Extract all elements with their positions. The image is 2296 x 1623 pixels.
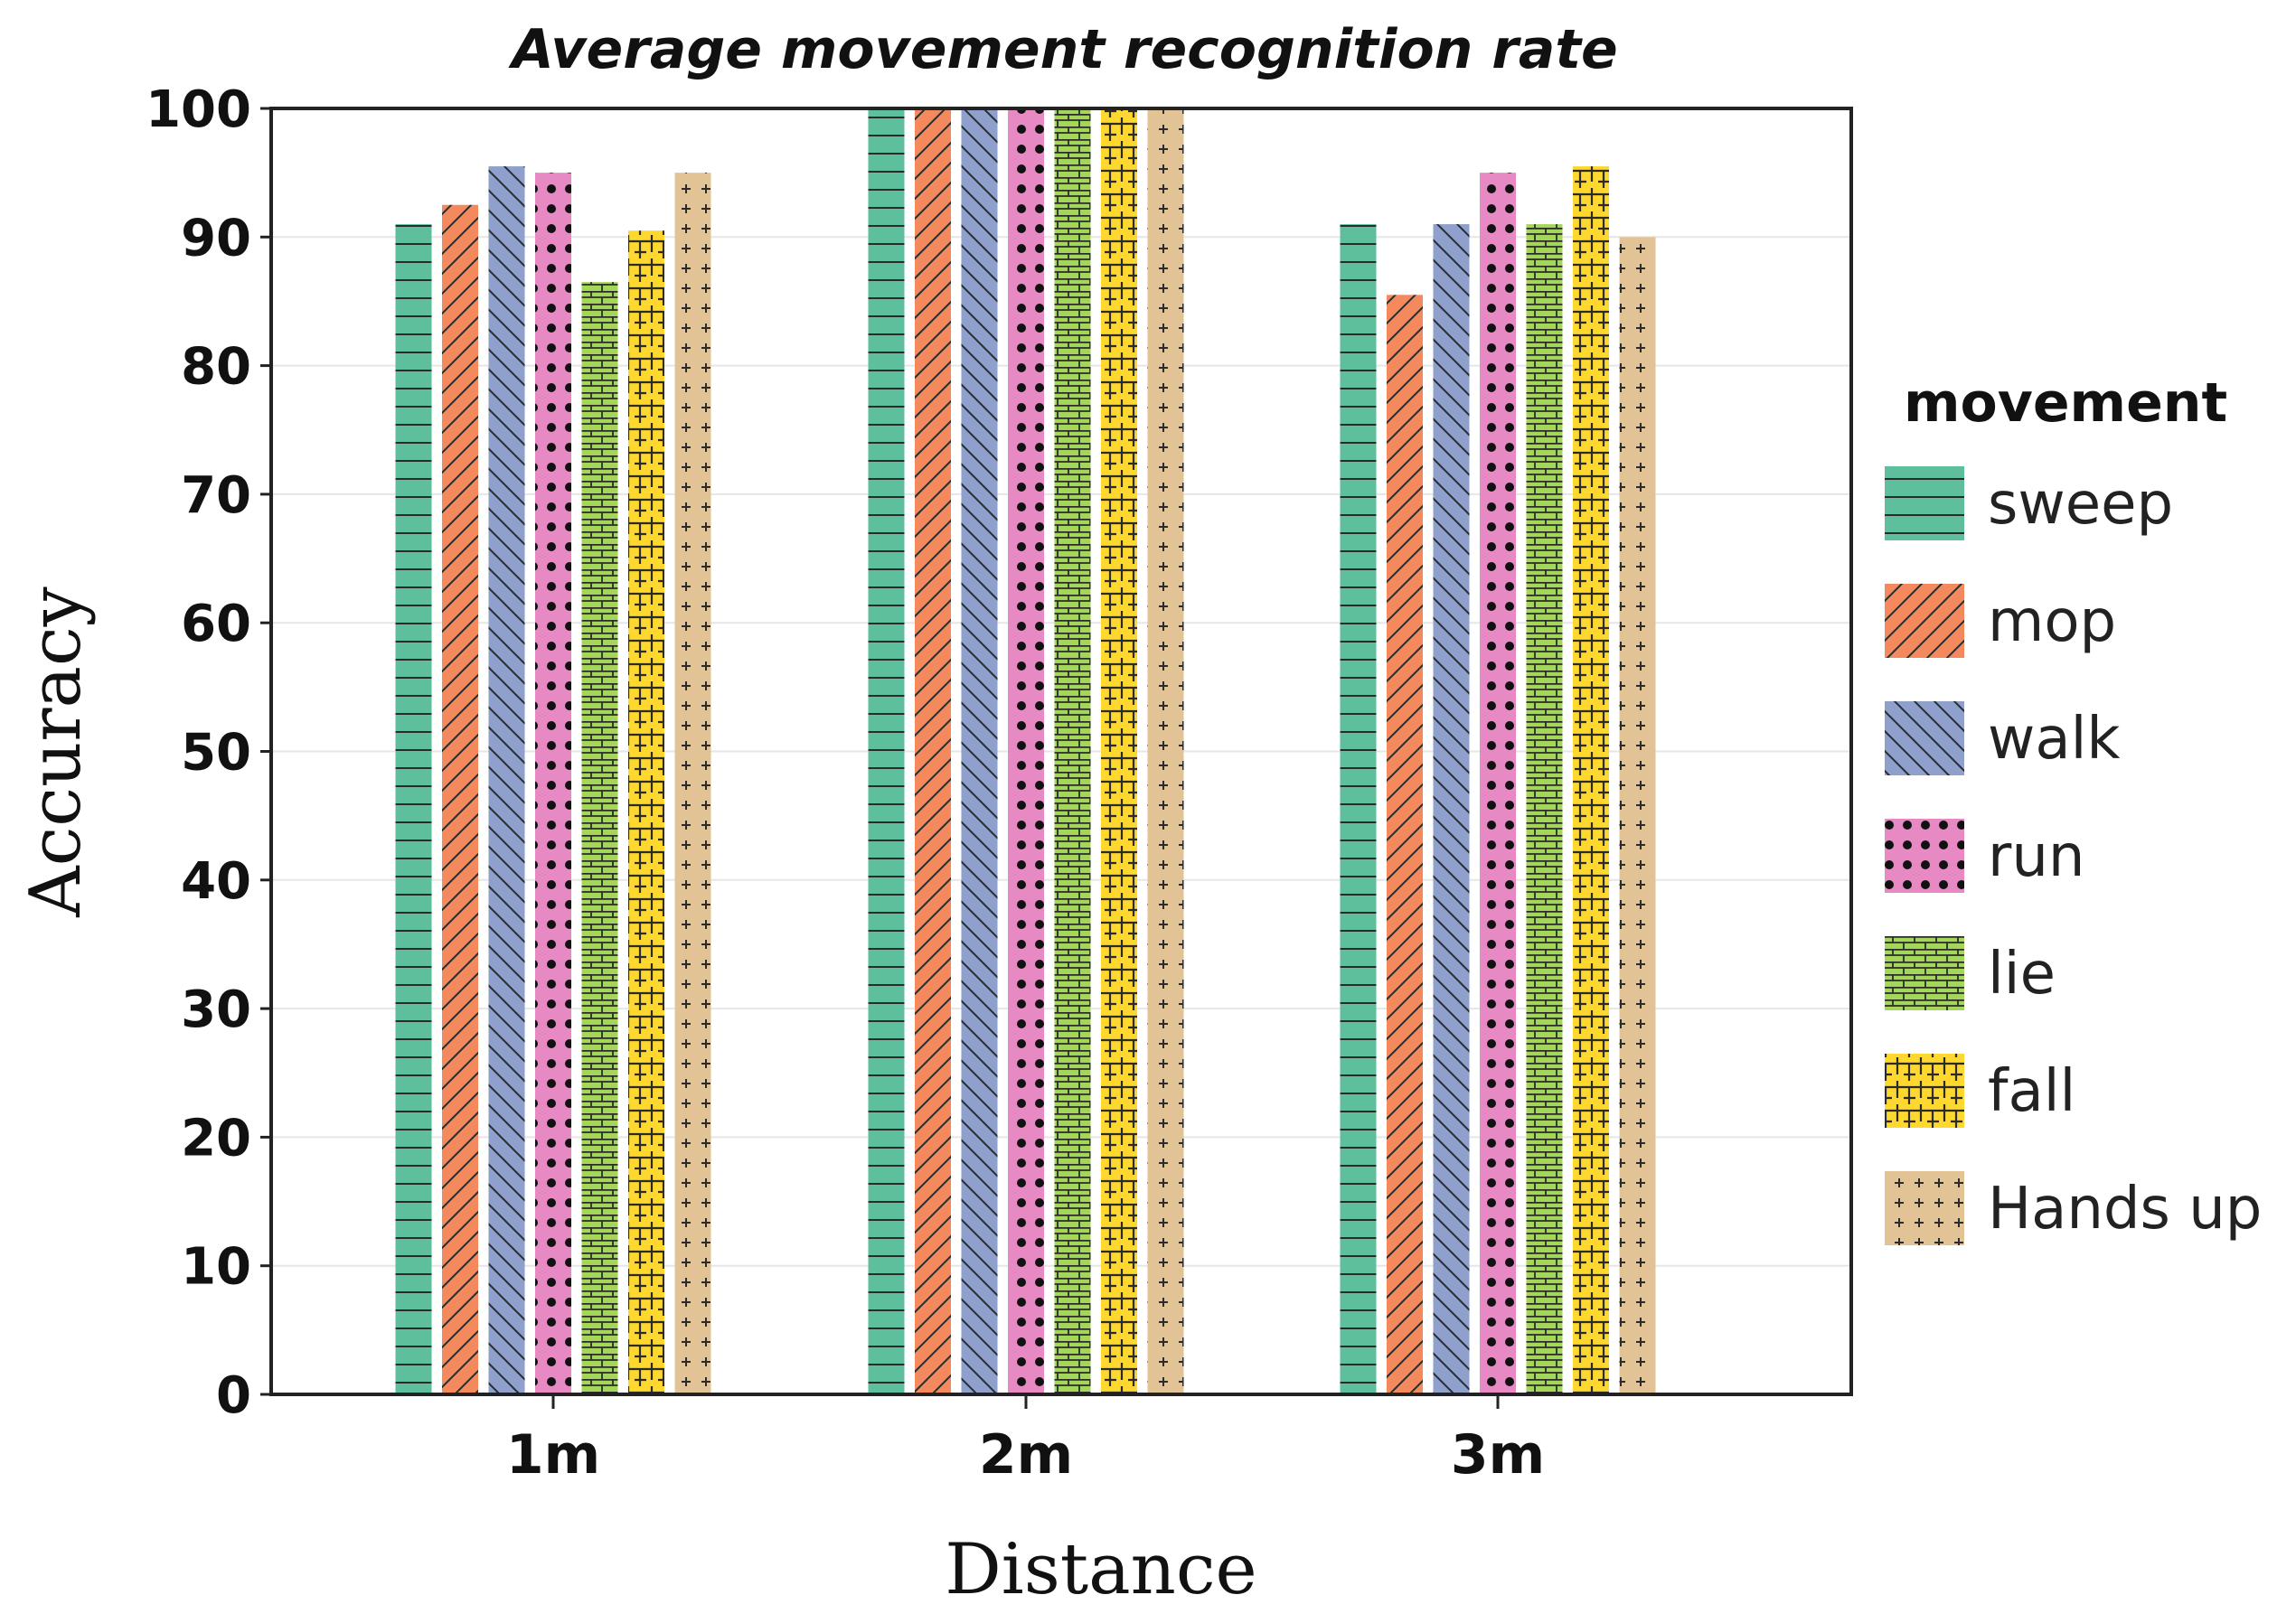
y-tick-label: 60 — [181, 595, 251, 653]
bar-1m-run — [535, 173, 571, 1394]
bar-3m-walk — [1433, 224, 1470, 1394]
legend-label: lie — [1988, 941, 2056, 1008]
bars — [395, 108, 1656, 1395]
x-tick-label-2m: 2m — [979, 1423, 1073, 1487]
bar-3m-mop — [1387, 295, 1423, 1395]
y-tick-label: 90 — [181, 209, 251, 267]
bar-3m-run — [1480, 173, 1516, 1394]
y-tick-label: 50 — [181, 724, 251, 783]
bar-2m-lie — [1054, 108, 1091, 1394]
bar-2m-mop — [915, 108, 951, 1394]
legend-swatch-hands-up — [1885, 1171, 1964, 1245]
x-tick-label-1m: 1m — [506, 1423, 600, 1487]
bar-2m-walk — [961, 108, 998, 1394]
x-axis: 1m 2m 3m — [506, 1394, 1545, 1487]
bar-1m-mop — [442, 204, 478, 1395]
legend-label: sweep — [1988, 471, 2173, 538]
y-tick-label: 20 — [181, 1109, 251, 1168]
bar-1m-lie — [581, 282, 618, 1395]
bar-2m-hands-up — [1147, 108, 1184, 1394]
y-tick-label: 10 — [181, 1238, 251, 1297]
bar-1m-sweep — [395, 224, 432, 1394]
chart-title: Average movement recognition rate — [508, 18, 1617, 81]
legend-swatch-walk — [1885, 701, 1964, 775]
x-tick-label-3m: 3m — [1451, 1423, 1545, 1487]
legend-label: run — [1988, 823, 2084, 890]
y-axis-label: Accuracy — [15, 586, 97, 917]
y-tick-label: 100 — [146, 80, 251, 139]
legend-swatch-run — [1885, 819, 1964, 893]
y-tick-label: 0 — [216, 1366, 251, 1425]
bar-2m-sweep — [868, 108, 905, 1394]
y-axis: 0 10 20 30 40 50 60 70 80 90 100 — [146, 80, 271, 1425]
bar-3m-sweep — [1340, 224, 1377, 1394]
legend-label: fall — [1988, 1058, 2075, 1125]
legend-swatch-fall — [1885, 1054, 1964, 1128]
legend-swatch-sweep — [1885, 466, 1964, 540]
y-tick-label: 80 — [181, 338, 251, 397]
y-tick-label: 30 — [181, 980, 251, 1039]
bar-1m-walk — [488, 166, 525, 1394]
bar-3m-fall — [1573, 166, 1609, 1394]
legend: movement sweep mop walk run lie fall Hands up — [1885, 371, 2262, 1245]
legend-swatch-lie — [1885, 936, 1964, 1010]
legend-label: Hands up — [1988, 1176, 2262, 1243]
legend-label: mop — [1988, 588, 2116, 655]
bar-2m-fall — [1101, 108, 1137, 1394]
bar-3m-hands-up — [1619, 237, 1656, 1394]
y-tick-label: 40 — [181, 852, 251, 911]
legend-swatch-mop — [1885, 584, 1964, 658]
bar-3m-lie — [1526, 224, 1563, 1394]
legend-title: movement — [1904, 371, 2227, 435]
legend-label: walk — [1988, 706, 2120, 773]
bar-2m-run — [1008, 108, 1044, 1394]
x-axis-label: Distance — [945, 1529, 1256, 1610]
bar-1m-fall — [628, 230, 664, 1394]
bar-1m-hands-up — [674, 173, 711, 1394]
y-tick-label: 70 — [181, 466, 251, 525]
